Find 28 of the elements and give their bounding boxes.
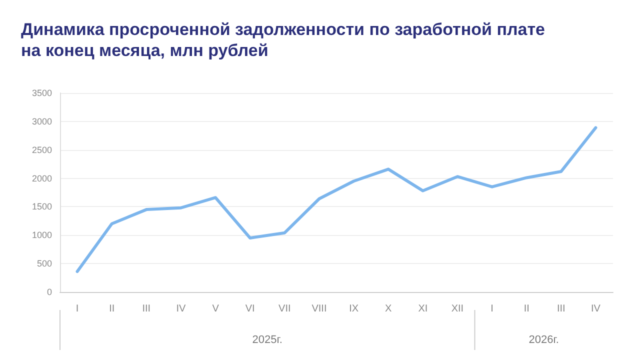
y-tick-label: 0 xyxy=(46,287,52,297)
x-tick-label: VIII xyxy=(312,304,327,314)
x-tick-label: V xyxy=(212,304,220,314)
y-tick-label: 3500 xyxy=(32,88,52,98)
x-tick-label: IX xyxy=(349,304,359,314)
x-tick-label: XI xyxy=(418,304,428,314)
x-tick-label: X xyxy=(385,304,392,314)
line-series xyxy=(76,126,598,274)
chart-title: Динамика просроченной задолженности по заработной плате на конец месяца, млн рублей xyxy=(21,20,546,60)
y-tick-label: 2000 xyxy=(32,173,52,184)
x-tick-label: III xyxy=(556,304,566,314)
text: 2025г. xyxy=(252,334,282,346)
y-tick-label: 2500 xyxy=(32,144,52,155)
y-tick-label: 1000 xyxy=(32,230,52,240)
x-tick-label: IV xyxy=(176,304,186,314)
y-tick-label: 1500 xyxy=(32,202,52,212)
x-tick-label: I xyxy=(76,304,79,314)
y-tick-label: 500 xyxy=(36,258,52,269)
y-tick-label: 3000 xyxy=(32,116,52,126)
x-tick-label: XII xyxy=(451,304,464,314)
x-tick-label: IV xyxy=(590,304,601,314)
x-tick-label: III xyxy=(142,304,151,314)
x-tick-label: VII xyxy=(278,304,291,314)
x-tick-label: VI xyxy=(245,304,255,314)
x-tick-label: II xyxy=(524,304,530,314)
text: 2026г. xyxy=(528,334,559,346)
x-tick-label: I xyxy=(490,304,494,314)
x-tick-label: II xyxy=(109,304,115,314)
